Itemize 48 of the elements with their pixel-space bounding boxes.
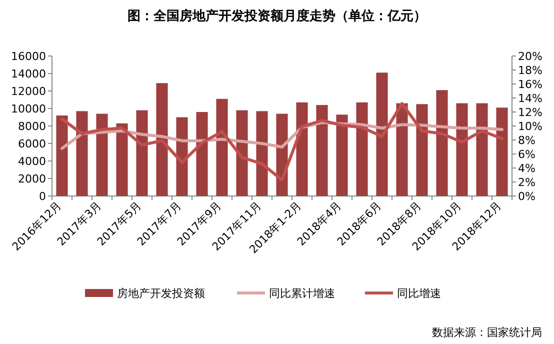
bar: [496, 108, 508, 196]
bar: [336, 114, 348, 196]
bar: [456, 103, 468, 196]
y-tick-label: 16000: [11, 50, 46, 63]
y-tick-label: 0: [39, 190, 46, 203]
legend-label: 同比增速: [397, 287, 441, 300]
legend-label: 同比累计增速: [269, 287, 335, 300]
bar: [136, 110, 148, 196]
bar: [436, 90, 448, 196]
bar: [476, 103, 488, 196]
y2-tick-label: 0%: [518, 190, 536, 203]
bar: [236, 110, 248, 196]
bar: [116, 123, 128, 196]
y-tick-label: 4000: [18, 155, 46, 168]
bar: [76, 111, 88, 196]
bar: [356, 102, 368, 196]
y2-tick-label: 12%: [518, 106, 542, 119]
legend-label: 房地产开发投资额: [117, 287, 205, 300]
y2-tick-label: 14%: [518, 92, 542, 105]
bar: [156, 83, 168, 196]
chart-title: 图：全国房地产开发投资额月度走势（单位：亿元）: [128, 8, 426, 24]
y2-tick-label: 4%: [518, 162, 536, 175]
bar: [56, 116, 68, 196]
line-series: [60, 102, 504, 182]
bar: [376, 72, 388, 196]
y2-tick-label: 16%: [518, 78, 542, 91]
y-tick-label: 2000: [18, 172, 46, 186]
bar: [216, 98, 228, 196]
bar: [256, 111, 268, 196]
source-note: 数据来源：国家统计局: [432, 326, 542, 339]
bar: [196, 112, 208, 196]
y-tick-label: 8000: [18, 120, 46, 133]
bar: [96, 114, 108, 196]
y2-tick-label: 2%: [518, 176, 536, 189]
y2-tick-label: 10%: [518, 120, 542, 133]
bar: [296, 102, 308, 196]
y2-tick-label: 6%: [518, 148, 536, 161]
y-tick-label: 12000: [11, 85, 46, 98]
y2-tick-label: 18%: [518, 64, 542, 77]
y2-tick-label: 8%: [518, 134, 536, 147]
bar: [316, 105, 328, 196]
bar: [396, 103, 408, 196]
y-tick-label: 6000: [18, 138, 46, 150]
bar: [176, 117, 188, 196]
y2-tick-label: 20%: [518, 50, 542, 63]
bar: [416, 104, 428, 196]
y-tick-label: 10000: [11, 102, 46, 116]
y-tick-label: 14000: [11, 68, 46, 80]
